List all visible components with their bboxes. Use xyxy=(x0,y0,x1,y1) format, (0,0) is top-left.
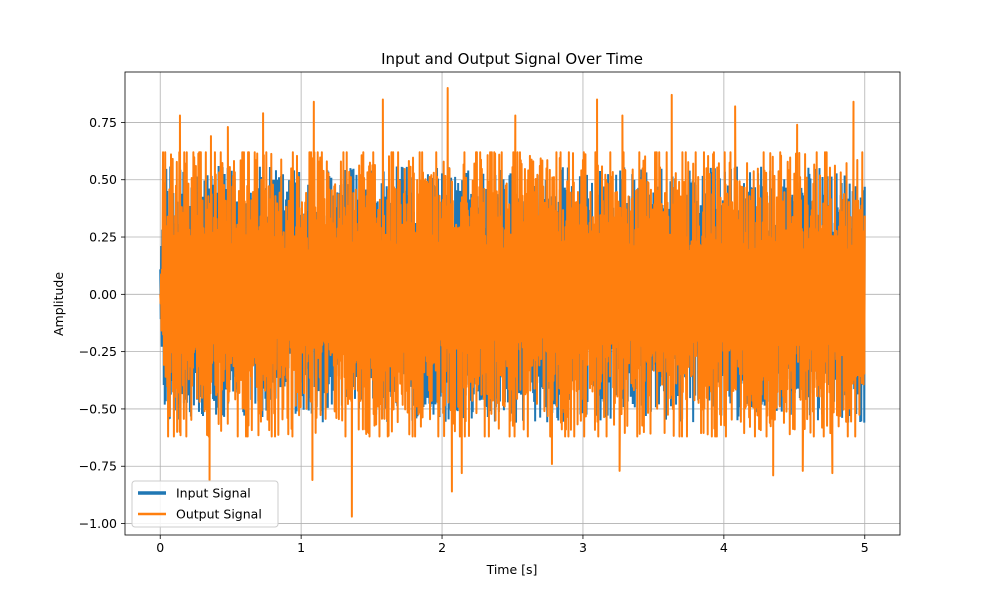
x-tick-label: 0 xyxy=(156,540,164,555)
y-tick-label: 0.00 xyxy=(89,287,117,302)
x-tick-label: 3 xyxy=(579,540,587,555)
x-tick-label: 1 xyxy=(297,540,305,555)
output-signal-line xyxy=(159,87,866,518)
y-tick-label: −0.50 xyxy=(79,401,117,416)
plot-data xyxy=(159,87,866,518)
legend: Input Signal Output Signal xyxy=(131,480,279,528)
x-axis-ticks: 0 1 2 3 4 5 xyxy=(156,535,869,555)
y-tick-label: −0.25 xyxy=(79,344,117,359)
legend-label-output-signal: Output Signal xyxy=(176,507,262,522)
legend-label-input-signal: Input Signal xyxy=(176,486,251,501)
y-tick-label: 0.50 xyxy=(89,172,117,187)
x-tick-label: 2 xyxy=(438,540,446,555)
plot-frame xyxy=(124,71,901,536)
x-axis-label: Time [s] xyxy=(486,562,538,577)
y-tick-label: 0.75 xyxy=(89,115,117,130)
legend-box xyxy=(131,480,279,528)
series-output-signal xyxy=(159,87,866,518)
y-tick-label: 0.25 xyxy=(89,230,117,245)
y-tick-label: −1.00 xyxy=(79,516,117,531)
y-axis-label: Amplitude xyxy=(51,272,66,336)
x-tick-label: 4 xyxy=(720,540,728,555)
chart-title: Input and Output Signal Over Time xyxy=(381,50,643,68)
x-tick-label: 5 xyxy=(861,540,869,555)
y-axis-ticks: −1.00 −0.75 −0.50 −0.25 0.00 0.25 0.50 0.75 xyxy=(79,115,125,531)
y-tick-label: −0.75 xyxy=(79,459,117,474)
